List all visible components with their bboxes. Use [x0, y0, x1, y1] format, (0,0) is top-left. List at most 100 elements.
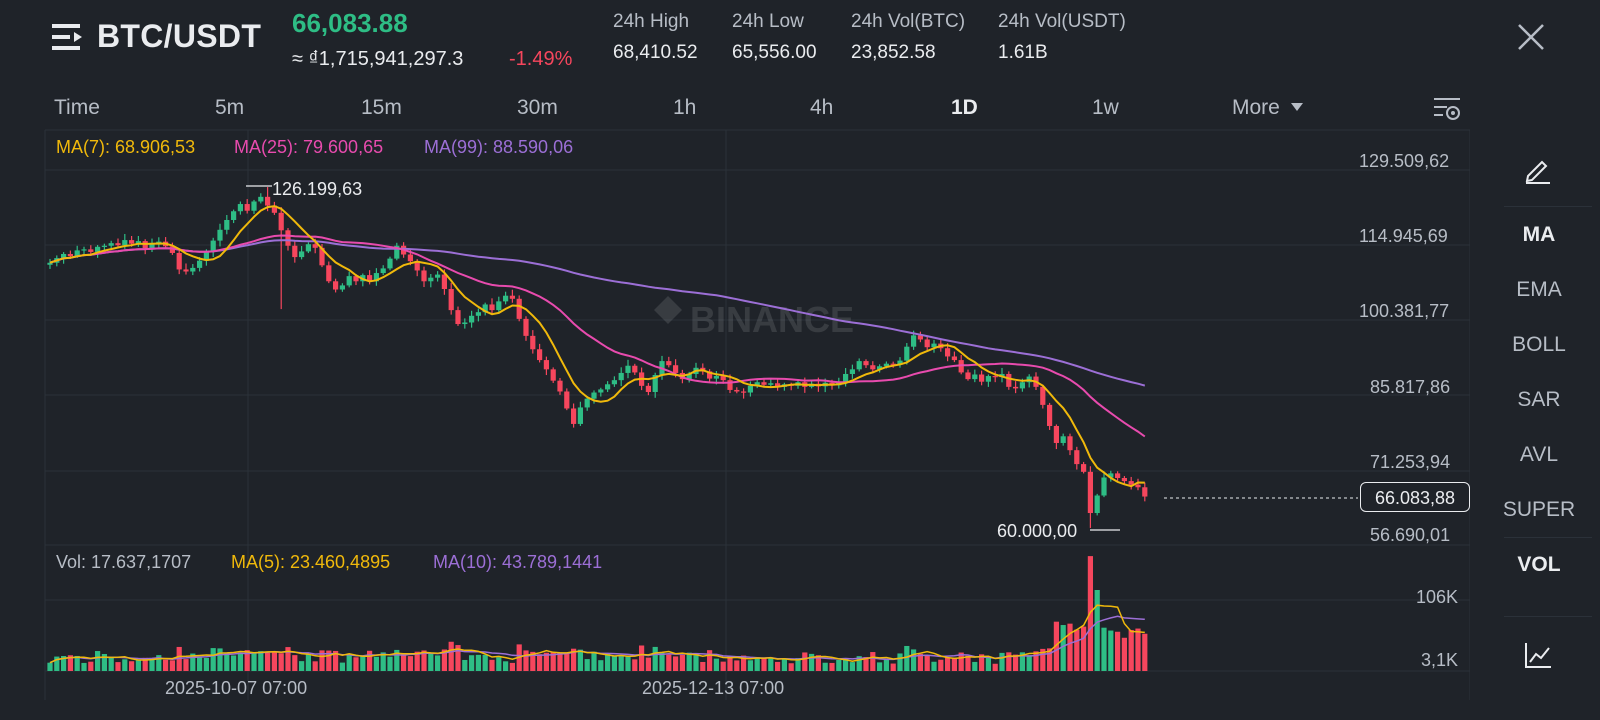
tab-1h[interactable]: 1h	[673, 96, 697, 119]
tab-1w[interactable]: 1w	[1092, 96, 1119, 119]
volume-bar	[965, 655, 971, 671]
pair-title[interactable]: BTC/USDT	[97, 18, 262, 54]
menu-icon[interactable]	[52, 24, 84, 50]
candle-body	[509, 295, 515, 299]
volume-bar	[163, 659, 169, 671]
volume-bar	[605, 653, 611, 671]
tab-more[interactable]: More	[1232, 96, 1304, 120]
volume-bar	[571, 648, 577, 671]
candle-body	[1060, 436, 1066, 443]
candle-body	[122, 240, 128, 246]
candle-body	[326, 265, 332, 282]
stat-label-24h-vol-usdt: 24h Vol(USDT)	[998, 11, 1126, 32]
volume-bar	[883, 659, 889, 671]
volume-bar	[679, 654, 685, 671]
candle-body	[489, 304, 495, 311]
vol-ma5-legend: MA(5): 23.460,4895	[231, 552, 391, 572]
tab-30m[interactable]: 30m	[517, 96, 558, 119]
candle-body	[543, 360, 549, 370]
candle-body	[1019, 382, 1025, 389]
indicator-avl[interactable]: AVL	[1519, 443, 1559, 466]
volume-bar	[802, 652, 808, 671]
volume-bar	[632, 659, 638, 671]
vol-ma10-legend: MA(10): 43.789,1441	[433, 552, 603, 572]
indicator-vol[interactable]: VOL	[1517, 553, 1561, 576]
volume-bar	[373, 656, 379, 671]
chart-type-icon[interactable]	[1523, 640, 1553, 670]
candle-body	[843, 373, 849, 383]
tab-4h[interactable]: 4h	[810, 96, 834, 119]
volume-bar	[768, 657, 774, 671]
volume-bar	[938, 659, 944, 671]
volume-bar	[258, 651, 264, 671]
volume-bar	[169, 660, 175, 671]
volume-bar	[1101, 627, 1107, 671]
indicator-ma[interactable]: MA	[1522, 223, 1556, 246]
indicator-boll[interactable]: BOLL	[1512, 333, 1566, 356]
candle-body	[883, 363, 889, 367]
candle-body	[1074, 450, 1080, 465]
candle-body	[965, 372, 971, 380]
candle-body	[992, 376, 998, 378]
vol-axis-label: 3,1K	[1421, 650, 1459, 670]
candle-body	[768, 383, 774, 385]
candle-body	[945, 348, 951, 357]
candle-body	[1135, 484, 1141, 488]
volume-bars	[47, 556, 1148, 671]
panel-divider	[1504, 537, 1592, 538]
volume-bar	[829, 662, 835, 671]
candle-body	[47, 262, 53, 265]
draw-tool-icon[interactable]	[1522, 154, 1552, 184]
low-marker: 60.000,00	[997, 521, 1120, 541]
volume-bar	[822, 662, 828, 671]
candle-body	[904, 346, 910, 361]
volume-bar	[115, 662, 121, 671]
volume-bar	[305, 654, 311, 671]
close-icon[interactable]	[1516, 22, 1546, 52]
candle-body	[271, 205, 277, 213]
indicator-ema[interactable]: EMA	[1516, 278, 1562, 301]
candle-body	[203, 251, 209, 261]
volume-bar	[809, 653, 815, 671]
tab-1d[interactable]: 1D	[951, 96, 978, 119]
candle-body	[516, 298, 522, 319]
candle-body	[979, 374, 985, 382]
candle-body	[312, 244, 318, 248]
candle-body	[244, 204, 250, 211]
volume-bar	[441, 649, 447, 671]
volume-bar	[877, 662, 883, 671]
candle-body	[1047, 404, 1053, 426]
chart-settings-icon[interactable]	[1433, 96, 1463, 122]
tab-15m[interactable]: 15m	[361, 96, 402, 119]
price-axis-label: 129.509,62	[1359, 151, 1450, 171]
candle-body	[713, 376, 719, 379]
vol-legend: Vol: 17.637,1707	[56, 552, 192, 572]
volume-bar	[1060, 625, 1066, 671]
indicator-super[interactable]: SUPER	[1502, 498, 1576, 521]
volume-bar	[135, 659, 141, 671]
candle-body	[849, 369, 855, 374]
tab-time[interactable]: Time	[54, 96, 100, 119]
candle-body	[917, 335, 923, 340]
volume-bar	[931, 661, 937, 671]
candle-body	[197, 260, 203, 268]
candle-body	[285, 230, 291, 246]
tab-5m[interactable]: 5m	[215, 96, 245, 119]
candle-body	[414, 261, 420, 271]
candle-body	[95, 246, 101, 252]
vol-ma5-line	[49, 604, 1145, 664]
volume-bar	[108, 657, 114, 671]
candlestick-chart[interactable]: BINANCE 126.199,63 60.000,00	[0, 0, 1470, 720]
volume-bar	[550, 652, 556, 671]
candle-body	[605, 384, 611, 390]
volume-bar	[1094, 590, 1100, 671]
indicator-sar[interactable]: SAR	[1517, 388, 1561, 411]
volume-bar	[190, 653, 196, 671]
volume-bar	[469, 655, 475, 671]
candle-body	[421, 270, 427, 282]
candle-body	[475, 312, 481, 316]
volume-bar	[149, 659, 155, 671]
ma99-legend: MA(99): 88.590,06	[424, 137, 574, 157]
candle-body	[333, 281, 339, 290]
candle-body	[462, 322, 468, 325]
